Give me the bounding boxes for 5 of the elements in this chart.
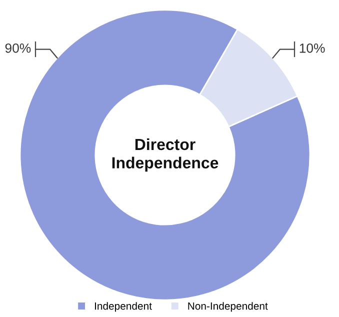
legend-label: Independent [95,302,152,312]
text: Director Independence [112,138,218,172]
data-label: 10% [300,43,325,53]
legend-label: Non-Independent [188,302,268,312]
data-label: 90% [5,43,31,53]
